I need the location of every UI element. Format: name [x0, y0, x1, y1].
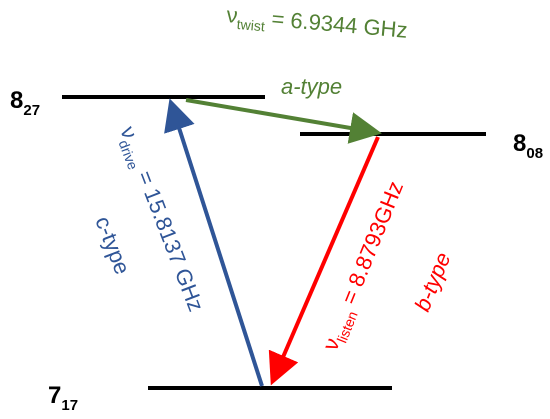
twist-arrow [185, 98, 382, 144]
frequency: = 6.9344 GHz [264, 5, 408, 42]
level-label: 717 [48, 382, 78, 414]
level-label: 827 [10, 87, 40, 119]
frequency: = 8.8793GHz [334, 178, 408, 314]
level-subscript: 17 [61, 397, 78, 414]
level-subscript: 27 [23, 102, 40, 119]
drive-arrow [164, 98, 264, 387]
level-subscript: 08 [526, 145, 543, 162]
transition-type: c-type [90, 213, 135, 278]
listen-arrow [268, 136, 380, 386]
subscript: twist [236, 16, 265, 34]
transition-label: νlisten = 8.8793GHz [317, 178, 411, 356]
symbol: ν [226, 2, 239, 28]
level-number: 8 [10, 87, 23, 114]
transition-label: νtwist = 6.9344 GHz [225, 2, 408, 47]
level-number: 7 [48, 382, 61, 409]
level-number: 8 [513, 130, 526, 157]
level-label: 808 [513, 130, 543, 162]
subscript: listen [334, 309, 361, 345]
transition-type: a-type [281, 74, 342, 99]
transition-type: b-type [409, 249, 455, 315]
transition-label: νdrive = 15.8137 GHz [112, 123, 209, 316]
